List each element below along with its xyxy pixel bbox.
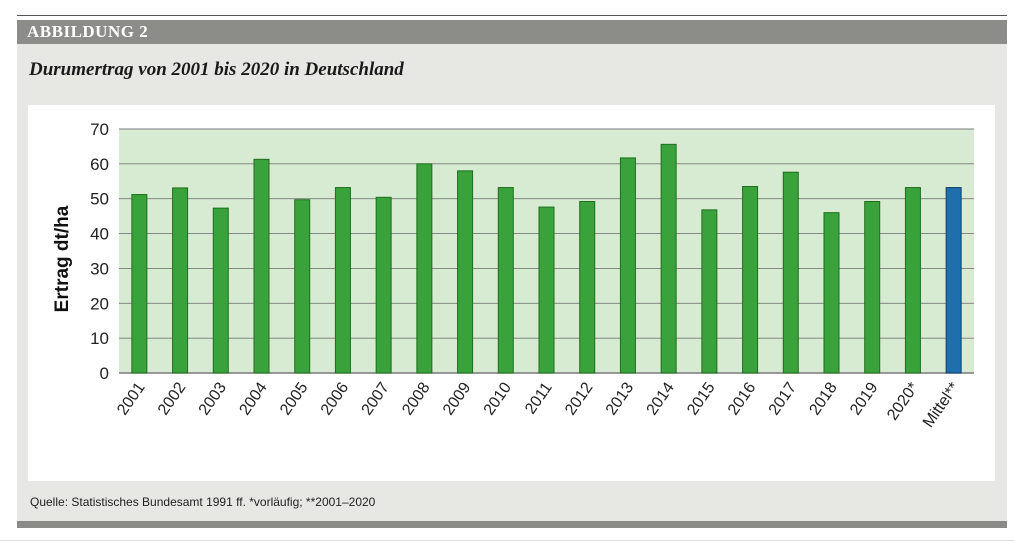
x-tick-labels: 2001 2002 2003 2004 2005 2006 2007 2008 2009 2010… (114, 379, 963, 430)
figure-number-label: ABBILDUNG 2 (27, 22, 149, 41)
x-tick-label: 2012 (562, 379, 596, 418)
bar-2008 (416, 163, 433, 374)
bar-2012 (579, 201, 596, 374)
bar-2019 (864, 201, 881, 374)
bar-2014 (660, 143, 677, 374)
figure-header-bar: ABBILDUNG 2 (17, 20, 1007, 44)
x-tick-label: 2014 (644, 379, 678, 418)
figure-panel: Durumertrag von 2001 bis 2020 in Deutsch… (17, 44, 1007, 521)
bars (131, 143, 962, 374)
x-tick-label: 2018 (806, 379, 840, 418)
x-tick-label: 2001 (114, 379, 148, 418)
x-tick-label: 2002 (155, 379, 189, 418)
y-tick-label: 30 (90, 259, 109, 278)
bar-chart: 0 10 20 30 40 50 60 70 2001 2002 2003 2004 2005 2006… (52, 120, 974, 431)
x-tick-label: 2007 (359, 379, 393, 418)
bar-2007 (375, 196, 392, 374)
x-tick-label: 2006 (318, 379, 352, 418)
bar-2002 (172, 187, 189, 374)
x-tick-label: 2010 (481, 379, 515, 418)
source-footnote: Quelle: Statistisches Bundesamt 1991 ff.… (30, 495, 376, 509)
bottom-rule (0, 540, 1014, 541)
y-tick-label: 20 (90, 294, 109, 313)
y-tick-label: 60 (90, 155, 109, 174)
bar-2001 (131, 194, 148, 374)
x-tick-label: 2013 (603, 379, 637, 418)
y-tick-label: 40 (90, 225, 109, 244)
bar-2013 (619, 157, 636, 374)
y-tick-labels: 0 10 20 30 40 50 60 70 (90, 120, 109, 383)
x-tick-label: 2005 (277, 379, 311, 418)
x-tick-label: 2009 (440, 379, 474, 418)
x-tick-label: 2003 (196, 379, 230, 418)
bar-2015 (701, 209, 718, 374)
bar-2016 (742, 186, 759, 374)
bar-2020* (904, 187, 921, 374)
x-tick-label: 2008 (399, 379, 433, 418)
y-axis-label: Ertrag dt/ha (52, 205, 73, 312)
bar-2017 (782, 171, 799, 374)
y-tick-label: 50 (90, 190, 109, 209)
bar-2004 (253, 158, 270, 374)
chart-title: Durumertrag von 2001 bis 2020 in Deutsch… (29, 59, 404, 80)
x-tick-label: 2017 (766, 379, 800, 418)
chart-area: 0 10 20 30 40 50 60 70 2001 2002 2003 2004 2005 2006… (28, 105, 995, 481)
y-tick-label: 0 (100, 364, 109, 383)
x-tick-label: 2020* (884, 380, 922, 424)
x-tick-label: 2016 (725, 379, 759, 418)
bar-2005 (294, 199, 311, 374)
y-tick-label: 70 (90, 120, 109, 139)
bar-2010 (497, 187, 514, 374)
x-tick-label: 2019 (847, 379, 881, 418)
bar-mean (945, 187, 962, 374)
top-rule (17, 15, 1007, 16)
bar-2003 (212, 207, 229, 374)
x-tick-label: Mittel** (920, 380, 963, 431)
bottom-bar (17, 521, 1007, 528)
bar-2011 (538, 206, 555, 374)
y-tick-label: 10 (90, 329, 109, 348)
x-tick-label: 2004 (236, 379, 270, 418)
bar-2006 (334, 187, 351, 374)
x-tick-label: 2011 (522, 379, 556, 417)
bar-2009 (457, 170, 474, 374)
x-tick-label: 2015 (684, 379, 718, 418)
bar-2018 (823, 212, 840, 374)
